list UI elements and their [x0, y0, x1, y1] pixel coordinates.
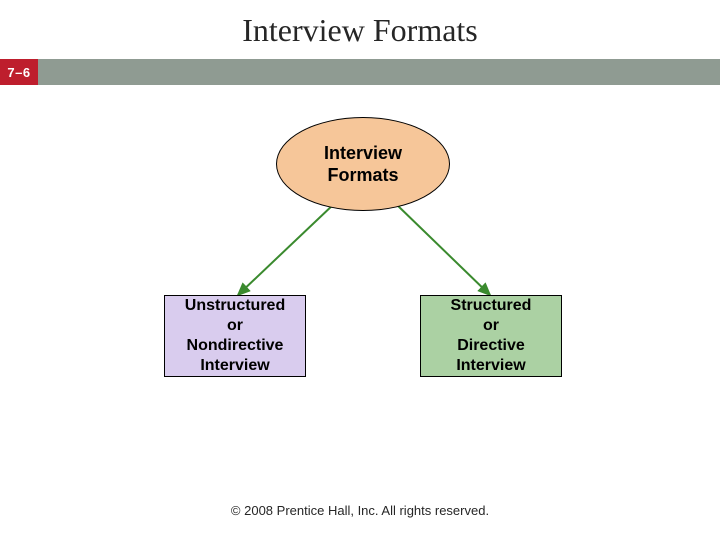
edge-to-right [395, 203, 490, 295]
header-band: 7–6 [0, 59, 720, 85]
slide-title: Interview Formats [0, 0, 720, 59]
page-number-tab: 7–6 [0, 59, 38, 85]
edge-to-left [238, 203, 335, 295]
diagram-area: InterviewFormats UnstructuredorNondirect… [0, 85, 720, 465]
leaf-node-structured: StructuredorDirectiveInterview [420, 295, 562, 377]
root-node: InterviewFormats [276, 117, 450, 211]
leaf-node-unstructured: UnstructuredorNondirectiveInterview [164, 295, 306, 377]
copyright-footer: © 2008 Prentice Hall, Inc. All rights re… [0, 503, 720, 518]
leaf-label-left: UnstructuredorNondirectiveInterview [185, 296, 285, 376]
root-node-label: InterviewFormats [324, 142, 402, 187]
leaf-label-right: StructuredorDirectiveInterview [451, 296, 532, 376]
